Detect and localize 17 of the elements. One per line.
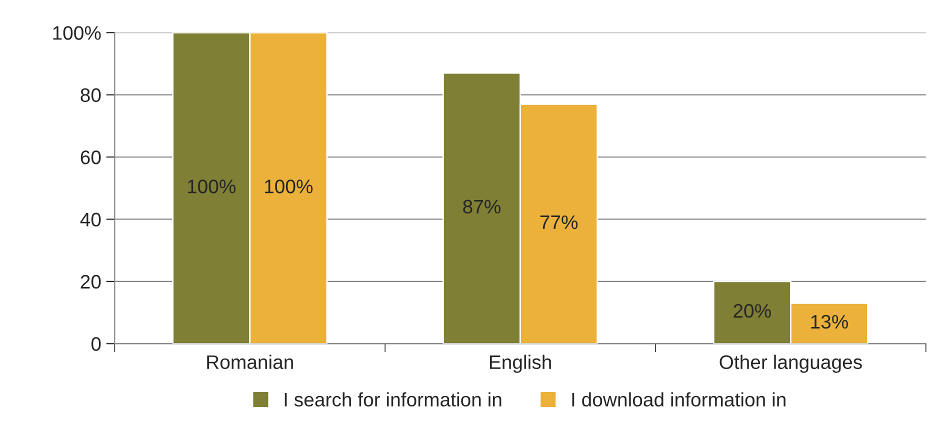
y-tick-label: 80 — [80, 88, 101, 102]
legend-label: I download information in — [572, 392, 786, 407]
data-label: 77% — [540, 215, 578, 230]
data-label: 100% — [265, 180, 313, 194]
y-tick-label: 40 — [80, 212, 101, 226]
x-tick-label: English — [490, 354, 551, 373]
x-tick-label: Other languages — [720, 354, 862, 373]
y-tick-label: 20 — [80, 274, 101, 289]
y-tick-label: 100% — [53, 26, 101, 40]
x-tick-label: Romanian — [207, 354, 293, 370]
y-tick-label: 60 — [80, 150, 101, 164]
data-label: 100% — [188, 180, 236, 194]
data-label: 20% — [734, 304, 771, 318]
legend-label: I search for information in — [284, 392, 502, 407]
y-tick-label: 0 — [91, 337, 101, 351]
data-label: 87% — [463, 200, 501, 214]
data-label: 13% — [811, 314, 848, 329]
